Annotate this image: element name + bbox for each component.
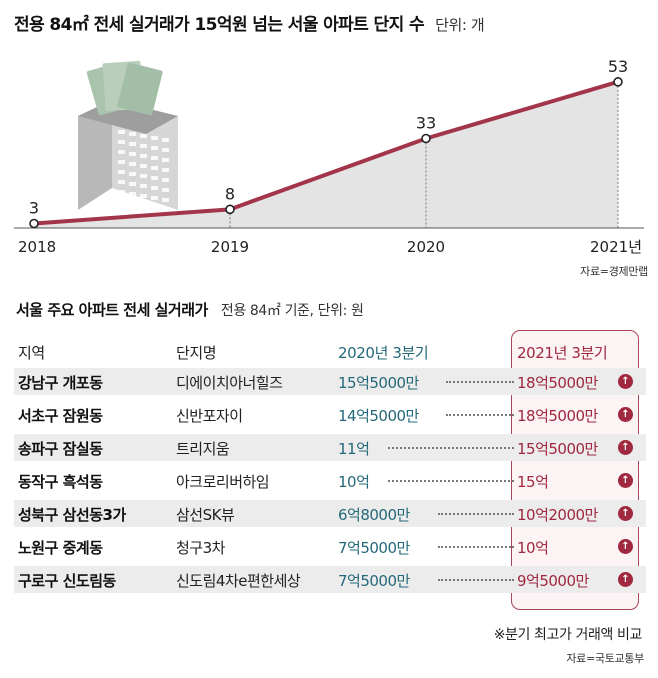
complex-name-cell: 신도림4차e편한세상 xyxy=(176,572,301,590)
x-tick-label: 2019 xyxy=(211,238,249,256)
complex-name-cell: 디에이치아너힐즈 xyxy=(176,374,283,392)
dotted-leader xyxy=(438,513,514,515)
dotted-leader xyxy=(446,381,514,383)
arrow-up-icon: ↑ xyxy=(618,473,633,488)
data-point xyxy=(613,77,623,87)
x-tick-label: 2018 xyxy=(18,238,56,256)
arrow-up-icon: ↑ xyxy=(618,539,633,554)
chart-title: 전용 84㎡ 전세 실거래가 15억원 넘는 서울 아파트 단지 수 xyxy=(14,15,425,35)
table-row: 서초구 잠원동 신반포자이 14억5000만 18억5000만 ↑ xyxy=(14,401,646,428)
data-point xyxy=(29,218,39,229)
complex-name-cell: 삼선SK뷰 xyxy=(176,506,235,524)
table-row: 강남구 개포동 디에이치아너힐즈 15억5000만 18억5000만 ↑ xyxy=(14,368,646,395)
table-source: 자료=국토교통부 xyxy=(566,652,644,665)
apartment-building-icon xyxy=(78,60,178,210)
data-label: 33 xyxy=(416,114,436,133)
arrow-up-icon: ↑ xyxy=(618,506,633,521)
complex-name-cell: 아크로리버하임 xyxy=(176,473,270,491)
price-2021-cell: 18억5000만 xyxy=(517,407,598,425)
table-row: 동작구 흑석동 아크로리버하임 10억 15억 ↑ xyxy=(14,467,646,494)
dotted-leader xyxy=(388,480,514,482)
arrow-up-icon: ↑ xyxy=(618,407,633,422)
table-note: 전용 84㎡ 기준, 단위: 원 xyxy=(220,303,364,319)
dotted-leader xyxy=(438,579,514,581)
table-header: 서울 주요 아파트 전세 실거래가 전용 84㎡ 기준, 단위: 원 xyxy=(16,299,364,320)
arrow-up-icon: ↑ xyxy=(618,572,633,587)
footnote: ※분기 최고가 거래액 비교 xyxy=(493,627,643,643)
price-2020-cell: 11억 xyxy=(338,440,370,458)
data-label: 8 xyxy=(225,184,235,203)
price-2021-cell: 18억5000만 xyxy=(517,374,598,392)
complex-name-cell: 트리지움 xyxy=(176,440,230,458)
price-2021-cell: 10억2000만 xyxy=(517,506,598,524)
area-cell: 동작구 흑석동 xyxy=(18,473,103,491)
column-header-name: 단지명 xyxy=(176,344,217,362)
data-label: 53 xyxy=(608,57,628,76)
dotted-leader xyxy=(388,447,514,449)
table-row: 노원구 중계동 청구3차 7억5000만 10억 ↑ xyxy=(14,533,646,560)
data-label: 3 xyxy=(29,199,39,218)
area-cell: 노원구 중계동 xyxy=(18,539,103,557)
price-2020-cell: 15억5000만 xyxy=(338,374,419,392)
area-fill xyxy=(34,81,618,228)
table-title: 서울 주요 아파트 전세 실거래가 xyxy=(16,301,208,319)
table-row: 송파구 잠실동 트리지움 11억 15억5000만 ↑ xyxy=(14,434,646,461)
price-2020-cell: 14억5000만 xyxy=(338,407,419,425)
price-2020-cell: 7억5000만 xyxy=(338,539,410,557)
data-point xyxy=(421,133,431,144)
arrow-up-icon: ↑ xyxy=(618,440,633,455)
chart-source: 자료=경제만랩 xyxy=(580,265,648,278)
area-cell: 송파구 잠실동 xyxy=(18,440,103,458)
data-point xyxy=(225,204,235,215)
area-cell: 서초구 잠원동 xyxy=(18,407,103,425)
series-line xyxy=(33,79,619,226)
column-header-2020: 2020년 3분기 xyxy=(338,344,429,362)
line-area-chart: 3 8 33 53 2018 2019 2020 2021년 xyxy=(14,57,644,256)
price-2020-cell: 7억5000만 xyxy=(338,572,410,590)
area-cell: 성북구 삼선동3가 xyxy=(18,506,126,524)
chart-header: 전용 84㎡ 전세 실거래가 15억원 넘는 서울 아파트 단지 수 단위: 개 xyxy=(14,10,485,35)
x-tick-label: 2020 xyxy=(407,238,445,256)
dotted-leader xyxy=(438,546,514,548)
table-head: 지역 단지명 2020년 3분기 2021년 3분기 xyxy=(14,334,646,368)
area-cell: 구로구 신도림동 xyxy=(18,572,116,590)
price-2021-cell: 15억5000만 xyxy=(517,440,598,458)
table-row: 성북구 삼선동3가 삼선SK뷰 6억8000만 10억2000만 ↑ xyxy=(14,500,646,527)
price-2021-cell: 15억 xyxy=(517,473,549,491)
price-2020-cell: 6억8000만 xyxy=(338,506,410,524)
x-tick-label: 2021년 xyxy=(590,238,642,256)
complex-name-cell: 청구3차 xyxy=(176,539,225,557)
price-2021-cell: 10억 xyxy=(517,539,549,557)
column-header-area: 지역 xyxy=(18,344,45,362)
price-2021-cell: 9억5000만 xyxy=(517,572,589,590)
arrow-up-icon: ↑ xyxy=(618,374,633,389)
column-header-2021: 2021년 3분기 xyxy=(517,344,608,362)
area-cell: 강남구 개포동 xyxy=(18,374,103,392)
complex-name-cell: 신반포자이 xyxy=(176,407,243,425)
table-row: 구로구 신도림동 신도림4차e편한세상 7억5000만 9억5000만 ↑ xyxy=(14,566,646,593)
chart-unit: 단위: 개 xyxy=(435,16,485,34)
dotted-leader xyxy=(446,414,514,416)
price-2020-cell: 10억 xyxy=(338,473,370,491)
